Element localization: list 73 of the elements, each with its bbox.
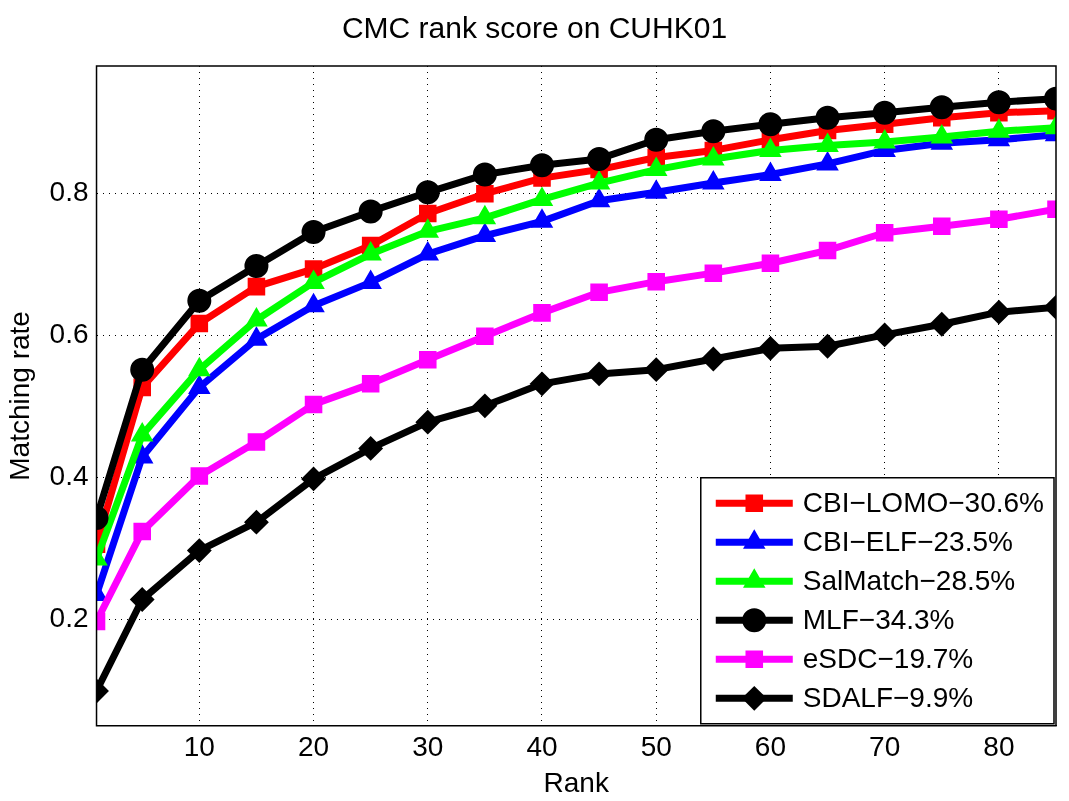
point (247, 277, 266, 296)
point (761, 254, 780, 273)
point (187, 288, 212, 313)
legend-label: SalMatch−28.5% (802, 565, 1016, 597)
point (530, 153, 554, 178)
legend-label: eSDC−19.7% (802, 643, 974, 675)
point (758, 336, 783, 361)
point (644, 357, 669, 382)
x-tick-label: 70 (869, 731, 901, 763)
point (187, 538, 212, 563)
point (986, 90, 1011, 115)
x-tick-label: 40 (526, 731, 558, 763)
point (701, 347, 726, 372)
legend-label: CBI−ELF−23.5% (802, 526, 1013, 558)
point (244, 510, 269, 535)
y-axis-title: Matching rate (3, 311, 35, 481)
point (247, 433, 266, 451)
point (701, 119, 726, 144)
point (530, 371, 554, 396)
point (872, 100, 897, 125)
point (415, 410, 440, 435)
x-tick-label: 80 (983, 731, 1015, 763)
point (301, 220, 326, 245)
point (933, 217, 951, 236)
point (758, 112, 783, 137)
point (644, 127, 669, 152)
point (301, 466, 326, 491)
legend-label: SDALF−9.9% (802, 682, 974, 714)
point (361, 375, 380, 393)
point (476, 184, 494, 203)
point (304, 395, 323, 414)
point (815, 105, 840, 130)
point (875, 223, 894, 242)
point (990, 210, 1008, 229)
x-axis-title: Rank (543, 766, 610, 798)
x-tick-label: 10 (183, 731, 215, 763)
point (418, 204, 437, 223)
point (133, 522, 151, 541)
point (358, 199, 383, 224)
y-tick-label: 0.2 (49, 602, 89, 634)
point (647, 272, 665, 291)
point (472, 393, 497, 418)
point (818, 241, 837, 260)
point (190, 314, 209, 333)
point (872, 322, 897, 347)
y-tick-label: 0.4 (49, 460, 89, 492)
point (130, 357, 155, 382)
point (415, 180, 440, 205)
point (815, 334, 840, 359)
point (358, 436, 383, 461)
x-tick-label: 60 (754, 731, 787, 763)
point (533, 304, 551, 322)
legend-label: MLF−34.3% (802, 604, 955, 636)
point (476, 327, 494, 346)
y-tick-label: 0.8 (49, 176, 89, 208)
point (130, 587, 155, 612)
x-tick-label: 50 (640, 731, 672, 763)
y-tick-label: 0.6 (49, 318, 89, 350)
point (418, 350, 437, 369)
point (986, 300, 1011, 325)
x-tick-label: 20 (297, 731, 330, 763)
legend-label: CBI−LOMO−30.6% (802, 487, 1045, 519)
point (929, 312, 954, 337)
point (472, 162, 497, 187)
point (587, 146, 612, 171)
point (590, 283, 608, 302)
point (587, 361, 612, 386)
x-tick-label: 30 (412, 731, 444, 763)
point (929, 95, 954, 120)
point (190, 467, 209, 485)
point (244, 254, 269, 279)
point (704, 264, 723, 282)
chart-title: CMC rank score on CUHK01 (341, 11, 728, 45)
